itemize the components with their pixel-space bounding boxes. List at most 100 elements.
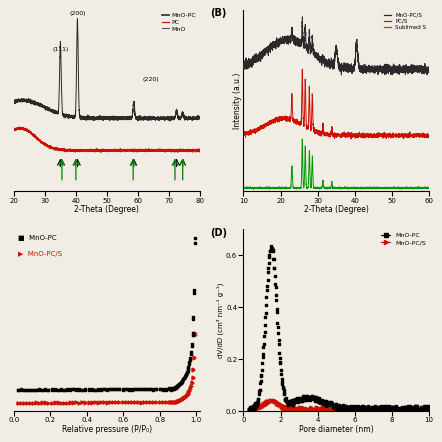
Point xyxy=(159,399,166,406)
Point xyxy=(20,387,27,394)
Point xyxy=(282,396,289,404)
Point xyxy=(246,407,253,414)
Point xyxy=(317,396,324,404)
Point xyxy=(424,403,431,410)
Point xyxy=(358,406,366,413)
Point xyxy=(137,399,145,406)
Point xyxy=(274,401,282,408)
Point xyxy=(355,404,362,411)
Point xyxy=(423,402,430,409)
Point xyxy=(361,406,368,413)
Point xyxy=(347,403,354,410)
Point xyxy=(370,404,377,412)
Point xyxy=(366,404,373,411)
Point xyxy=(397,406,404,413)
Point xyxy=(116,385,123,392)
Point xyxy=(33,399,40,406)
Point xyxy=(257,403,264,410)
Point xyxy=(295,394,302,401)
Point xyxy=(187,382,194,389)
Point xyxy=(253,406,260,413)
Point xyxy=(171,385,178,392)
Point xyxy=(326,401,333,408)
Point xyxy=(399,406,406,413)
Point xyxy=(362,408,369,415)
Point xyxy=(353,404,360,411)
Point xyxy=(319,404,326,411)
Point xyxy=(186,361,193,368)
Text: (220): (220) xyxy=(142,76,159,82)
Point xyxy=(326,406,333,413)
Point xyxy=(311,393,318,400)
Point xyxy=(318,396,325,403)
Point xyxy=(57,386,65,393)
Point xyxy=(346,404,353,412)
Point xyxy=(306,404,313,411)
Point xyxy=(119,385,126,392)
Point xyxy=(381,403,389,410)
Point xyxy=(363,404,370,411)
Point xyxy=(390,406,397,413)
Point xyxy=(308,404,315,411)
Point xyxy=(336,405,343,412)
Point xyxy=(297,395,304,402)
Point xyxy=(345,408,352,415)
Point xyxy=(260,341,267,348)
Point xyxy=(323,407,330,414)
Point xyxy=(367,405,374,412)
Point xyxy=(393,407,400,414)
Point xyxy=(290,404,297,412)
Point xyxy=(305,407,312,414)
Point xyxy=(69,399,76,406)
Point xyxy=(272,398,279,405)
Point xyxy=(407,404,414,411)
Point xyxy=(323,401,330,408)
Point xyxy=(412,406,419,413)
Point xyxy=(169,385,176,392)
Point xyxy=(165,399,172,406)
Point xyxy=(283,405,290,412)
Point xyxy=(182,373,189,380)
Point xyxy=(423,406,430,413)
Point xyxy=(262,400,269,407)
Point xyxy=(275,341,282,348)
Point xyxy=(308,393,315,400)
Point xyxy=(434,405,442,412)
Point xyxy=(190,367,197,374)
Point xyxy=(188,342,195,349)
Text: ■  MnO-PC: ■ MnO-PC xyxy=(18,235,56,241)
Point xyxy=(183,391,190,398)
Point xyxy=(162,399,169,406)
Point xyxy=(405,405,412,412)
Point xyxy=(325,400,332,407)
Point xyxy=(396,407,404,414)
Point xyxy=(431,404,438,411)
Point xyxy=(273,297,280,304)
Point xyxy=(298,404,305,411)
Point xyxy=(286,397,293,404)
Point xyxy=(429,404,436,412)
Point xyxy=(171,384,178,391)
Point xyxy=(358,405,365,412)
Point xyxy=(433,407,440,414)
Point xyxy=(372,406,379,413)
Point xyxy=(97,385,104,392)
Point xyxy=(386,406,393,413)
Point xyxy=(333,406,340,413)
Point xyxy=(435,405,442,412)
Point xyxy=(389,407,396,414)
Point xyxy=(252,405,259,412)
Point xyxy=(177,396,184,403)
Point xyxy=(51,399,58,406)
Point xyxy=(250,407,257,414)
Point xyxy=(273,401,280,408)
Point xyxy=(372,404,379,412)
Point xyxy=(402,404,409,412)
Point xyxy=(393,404,400,411)
Point xyxy=(359,405,366,412)
Point xyxy=(137,386,145,393)
Point xyxy=(168,399,175,406)
Point xyxy=(309,406,316,413)
Point xyxy=(347,406,354,413)
Point xyxy=(313,404,320,411)
